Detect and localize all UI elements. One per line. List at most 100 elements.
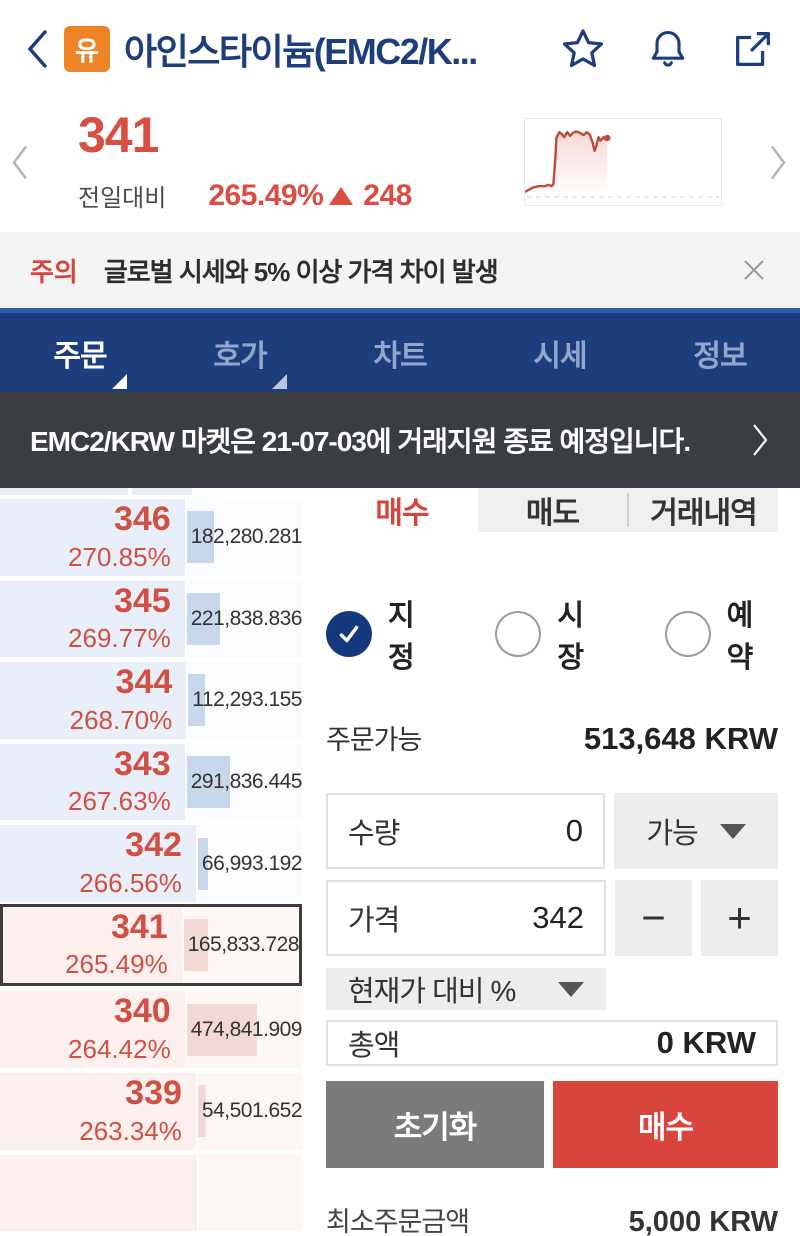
orderbook-volume-cell: 474,841.909 — [187, 991, 302, 1068]
orderbook-volume-cell: 221,838.836 — [187, 581, 302, 658]
panel-tab-buy[interactable]: 매수 — [326, 488, 478, 532]
panel-tab-history[interactable]: 거래내역 — [629, 488, 778, 532]
total-input[interactable]: 총액 0 KRW — [326, 1020, 778, 1066]
orderbook-price: 343 — [114, 747, 171, 783]
nav-tab-label: 시세 — [533, 331, 586, 375]
orderbook-price: 340 — [114, 994, 171, 1030]
price-section: 341 전일대비 265.49% 248 — [0, 98, 800, 232]
nav-tab-label: 호가 — [213, 331, 266, 375]
tab-caret-icon — [272, 374, 287, 389]
orderbook-price: 341 — [111, 910, 168, 946]
reset-button[interactable]: 초기화 — [326, 1081, 544, 1168]
next-market-button[interactable] — [768, 143, 788, 188]
share-icon[interactable] — [730, 26, 776, 72]
total-value: 0 KRW — [657, 1025, 756, 1061]
warning-tag: 주의 — [30, 252, 78, 289]
orderbook: 346270.85%182,280.281345269.77%221,838.8… — [0, 488, 302, 1236]
mini-price-chart[interactable] — [524, 118, 722, 206]
orderbook-price-cell[interactable]: 344 268.70% — [0, 662, 186, 739]
nav-tab-quotes[interactable]: 호가 — [160, 313, 320, 392]
orderbook-price-cell[interactable]: 341265.49% — [3, 907, 182, 984]
price-value: 342 — [532, 900, 584, 936]
notice-chevron-icon — [750, 420, 770, 460]
orderbook-row[interactable]: 344 268.70% 112,293.155 — [0, 662, 302, 739]
orderbook-percent: 269.77% — [68, 623, 171, 654]
orderbook-row[interactable]: 345269.77%221,838.836 — [0, 581, 302, 658]
buy-button[interactable]: 매수 — [553, 1081, 778, 1168]
order-type-radio-reserve[interactable]: 예약 — [665, 592, 778, 676]
orderbook-volume: 182,280.281 — [187, 525, 302, 549]
order-panel-tabs: 매수매도거래내역 — [326, 488, 778, 532]
nav-tab-info[interactable]: 정보 — [640, 313, 800, 392]
orderbook-percent: 268.70% — [70, 705, 173, 736]
price-plus-button[interactable]: + — [701, 880, 778, 956]
prev-market-button[interactable] — [10, 143, 30, 188]
star-icon[interactable] — [560, 26, 606, 72]
close-warning-button[interactable] — [738, 254, 770, 286]
orderbook-price-cell[interactable]: 339 263.34% — [0, 1073, 196, 1150]
nav-tab-market[interactable]: 시세 — [480, 313, 640, 392]
orderbook-price-cell[interactable]: 342266.56% — [0, 825, 196, 902]
orderbook-row[interactable]: 340 264.42% 474,841.909 — [0, 991, 302, 1068]
sparkline-chart — [525, 119, 721, 205]
change-label: 전일대비 — [78, 178, 166, 213]
orderbook-volume: 54,501.652 — [198, 1099, 302, 1123]
orderbook-volume: 474,841.909 — [187, 1018, 302, 1042]
order-type-radio-limit[interactable]: 지정 — [326, 592, 439, 676]
orderbook-partial-row — [0, 488, 302, 495]
up-arrow-icon — [329, 187, 353, 205]
radio-label: 예약 — [727, 592, 778, 676]
orderbook-volume-cell: 66,993.192 — [198, 825, 302, 902]
orderbook-volume-cell: 182,280.281 — [187, 499, 302, 576]
radio-checked-icon — [326, 611, 372, 657]
quantity-input[interactable]: 수량 0 — [326, 793, 605, 869]
radio-unchecked-icon — [495, 611, 541, 657]
orderbook-volume-cell: 291,836.445 — [187, 744, 302, 821]
change-percent: 265.49% — [208, 179, 323, 213]
quantity-label: 수량 — [348, 810, 399, 852]
warning-banner: 주의 글로벌 시세와 5% 이상 가격 차이 발생 — [0, 232, 800, 308]
orderbook-row[interactable]: 339 263.34% 54,501.652 — [0, 1073, 302, 1150]
orderbook-percent: 270.85% — [68, 542, 171, 573]
order-type-radio-market[interactable]: 시장 — [495, 592, 608, 676]
orderbook-volume: 112,293.155 — [188, 688, 302, 712]
orderbook-price: 345 — [114, 584, 171, 620]
nav-tab-chart[interactable]: 차트 — [320, 313, 480, 392]
orderbook-row[interactable]: 346270.85%182,280.281 — [0, 499, 302, 576]
orderbook-volume: 291,836.445 — [187, 770, 302, 794]
orderbook-row[interactable]: 343267.63%291,836.445 — [0, 744, 302, 821]
nav-tab-order[interactable]: 주문 — [0, 313, 160, 392]
orderbook-price-cell[interactable]: 343267.63% — [0, 744, 185, 821]
nav-tab-label: 정보 — [693, 331, 746, 375]
orderbook-percent: 263.34% — [79, 1116, 182, 1147]
price-input[interactable]: 가격 342 — [326, 880, 606, 956]
chevron-down-icon — [558, 982, 584, 997]
orderbook-row[interactable]: 342266.56%66,993.192 — [0, 825, 302, 902]
back-button[interactable] — [24, 27, 54, 71]
orderbook-volume-cell: 54,501.652 — [198, 1073, 302, 1150]
orderbook-price-cell[interactable]: 340 264.42% — [0, 991, 185, 1068]
orderbook-percent: 267.63% — [68, 786, 171, 817]
orderbook-row-current[interactable]: 341265.49%165,833.728 — [0, 904, 302, 987]
orderbook-price: 344 — [116, 665, 173, 701]
chevron-down-icon — [720, 824, 746, 839]
close-icon — [738, 254, 770, 286]
orderbook-price: 342 — [125, 828, 182, 864]
panel-tab-sell[interactable]: 매도 — [478, 488, 627, 532]
delisting-notice[interactable]: EMC2/KRW 마켓은 21-07-03에 거래지원 종료 예정입니다. — [0, 392, 800, 488]
orderbook-price: 339 — [125, 1076, 182, 1112]
quantity-unit-dropdown[interactable]: 가능 — [614, 793, 778, 869]
orderbook-price-cell[interactable]: 346270.85% — [0, 499, 185, 576]
orderbook-volume: 165,833.728 — [184, 933, 299, 957]
back-chevron-icon — [24, 27, 50, 71]
nav-tab-label: 주문 — [53, 331, 106, 375]
orderbook-price-cell[interactable]: 345269.77% — [0, 581, 185, 658]
orderbook-volume-cell: 112,293.155 — [188, 662, 302, 739]
orderbook-row — [0, 1155, 302, 1232]
price-adjust-dropdown[interactable]: 현재가 대비 % — [326, 968, 606, 1010]
orderbook-percent: 264.42% — [68, 1034, 171, 1065]
price-minus-button[interactable]: − — [615, 880, 692, 956]
bell-icon[interactable] — [646, 26, 690, 72]
current-price: 341 — [78, 106, 412, 164]
notice-text: EMC2/KRW 마켓은 21-07-03에 거래지원 종료 예정입니다. — [30, 420, 690, 460]
